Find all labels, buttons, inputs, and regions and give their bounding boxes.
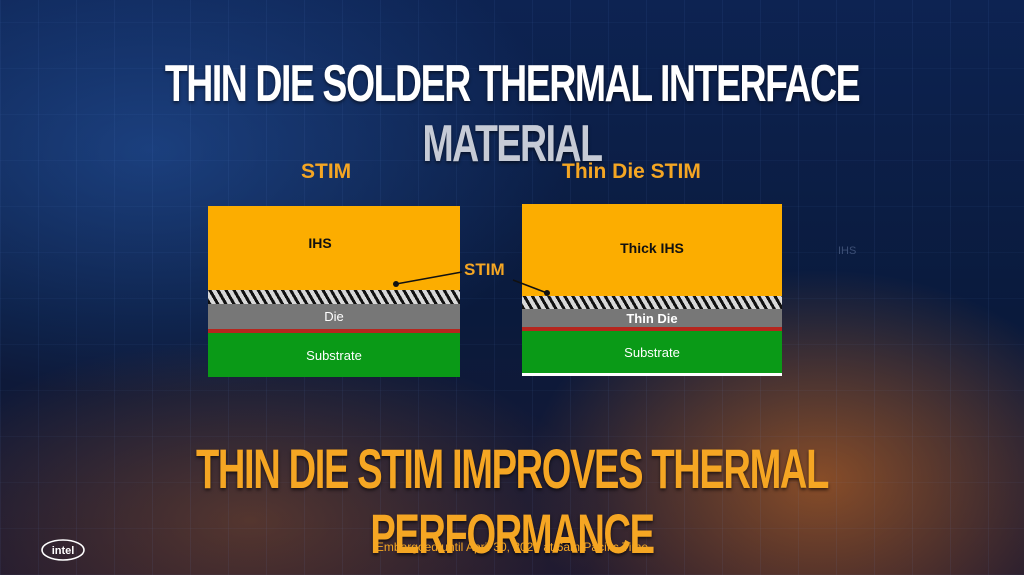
intel-logo: intel <box>41 539 85 561</box>
stim-callout-label: STIM <box>464 260 505 279</box>
left-substrate-label: Substrate <box>306 347 362 363</box>
right-substrate-layer: Substrate <box>522 331 782 373</box>
embargo-notice: Embargoed until April 30, 2020 at 6am Pa… <box>375 540 649 554</box>
left-leader-line <box>395 271 463 285</box>
intel-logo-text: intel <box>52 545 75 557</box>
right-ihs-layer: Thick IHS <box>522 204 782 296</box>
left-ihs-layer: IHS <box>208 206 460 290</box>
right-red-line <box>522 327 782 331</box>
left-substrate-layer: Substrate <box>208 333 460 377</box>
left-diagram-heading: STIM <box>301 160 352 183</box>
right-ihs-label: Thick IHS <box>620 240 684 256</box>
right-die-layer: Thin Die <box>522 309 782 327</box>
right-stim-layer <box>522 296 782 309</box>
slide-title: THIN DIE SOLDER THERMAL INTERFACE MATERI… <box>143 54 880 174</box>
right-leader-line <box>512 279 548 294</box>
left-die-label: Die <box>324 309 344 324</box>
left-leader-dot <box>393 281 399 287</box>
right-substrate-label: Substrate <box>624 344 680 360</box>
left-ihs-label: IHS <box>308 235 332 251</box>
left-die-layer: Die <box>208 304 460 329</box>
right-die-label: Thin Die <box>626 310 678 326</box>
title-part-2: MATERIAL <box>422 115 603 173</box>
left-red-line <box>208 329 460 333</box>
slide-subtitle: THIN DIE STIM IMPROVES THERMAL PERFORMAN… <box>196 437 829 565</box>
title-part-1: THIN DIE SOLDER THERMAL INTERFACE <box>164 55 861 113</box>
left-stim-layer <box>208 290 460 304</box>
ghost-ihs-label: IHS <box>838 245 857 257</box>
right-leader-dot <box>544 290 550 296</box>
left-diagram: IHS Die Substrate <box>208 206 460 377</box>
right-white-line <box>522 373 782 376</box>
right-diagram: Thick IHS Thin Die Substrate <box>522 204 782 376</box>
right-diagram-heading: Thin Die STIM <box>562 160 701 183</box>
